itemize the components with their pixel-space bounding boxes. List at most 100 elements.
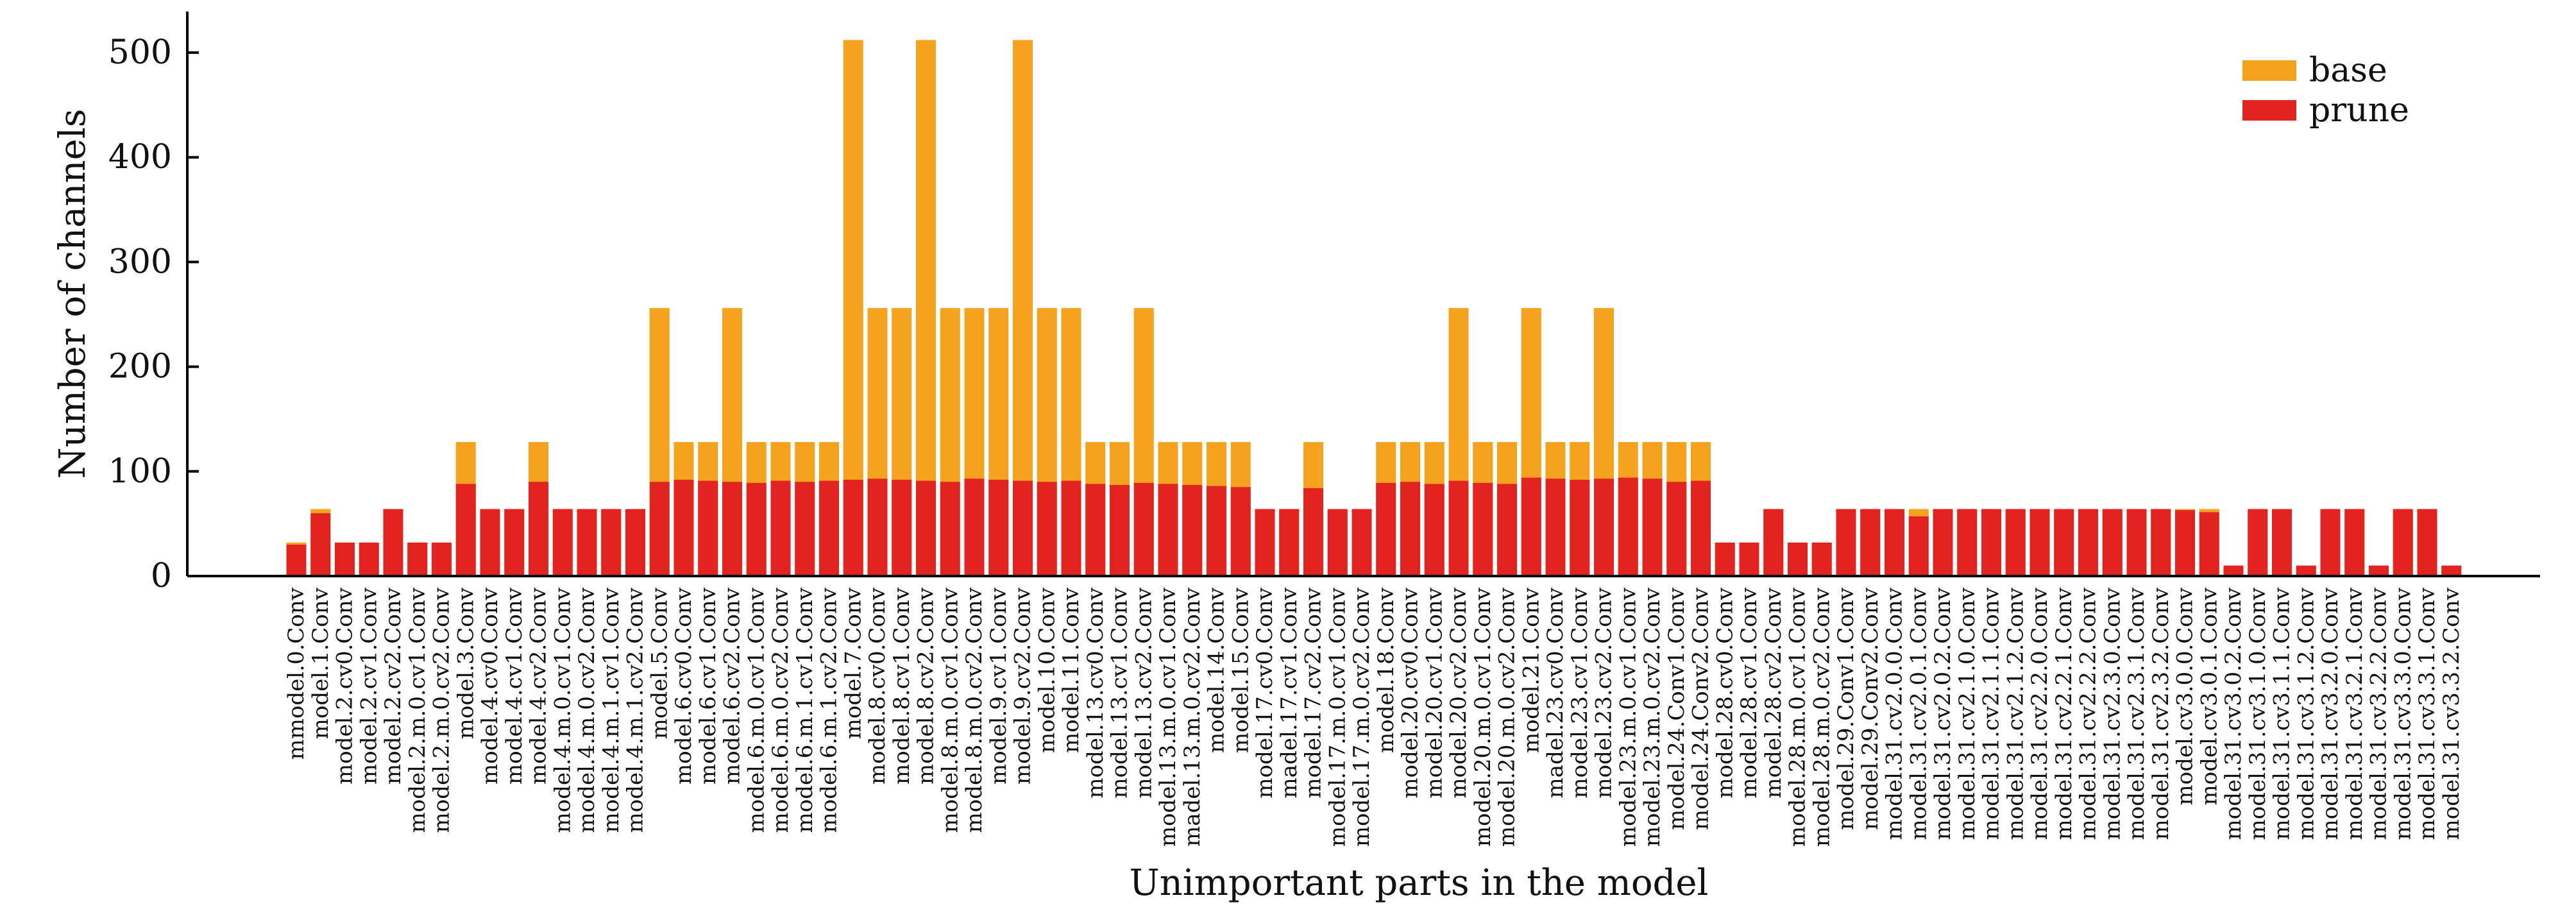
x-tick-label-38: model.14.Conv [1204, 587, 1230, 753]
bar-prune-25 [892, 479, 912, 576]
bar-prune-18 [722, 482, 742, 576]
y-tick-label-1: 100 [108, 452, 172, 491]
bar-prune-34 [1110, 485, 1130, 576]
bar-prune-81 [2248, 509, 2268, 576]
x-tick-label-19: model.6.m.0.cv1.Conv [743, 587, 769, 833]
bar-prune-6 [432, 542, 452, 576]
x-axis-title: Unimportant parts in the model [1130, 862, 1709, 904]
x-tick-label-86: model.31.cv3.2.2.Conv [2366, 587, 2392, 840]
x-tick-label-46: model.20.cv0.Conv [1398, 587, 1423, 798]
x-tick-label-8: model.4.cv0.Conv [477, 587, 503, 785]
x-tick-label-66: model.31.cv2.0.0.Conv [1882, 587, 1908, 840]
bar-prune-21 [795, 482, 815, 576]
bar-prune-45 [1376, 482, 1396, 576]
y-tick-label-4: 400 [108, 138, 172, 176]
bar-prune-38 [1207, 486, 1226, 576]
bar-prune-13 [601, 509, 622, 576]
x-tick-label-33: model.13.cv0.Conv [1083, 587, 1108, 798]
bar-prune-87 [2393, 509, 2413, 576]
bar-prune-78 [2175, 510, 2195, 576]
x-tick-label-49: model.20.m.0.cv1.Conv [1470, 587, 1496, 847]
legend-label-prune: prune [2309, 91, 2409, 130]
x-tick-label-57: model.24.Conv1.Conv [1664, 587, 1690, 830]
x-tick-label-42: model.17.cv2.Conv [1301, 587, 1326, 798]
bar-prune-46 [1400, 482, 1420, 576]
x-tick-label-34: model.13.cv1.Conv [1107, 587, 1133, 798]
x-tick-label-63: model.28.m.0.cv2.Conv [1809, 587, 1835, 847]
x-tick-label-26: model.8.cv2.Conv [913, 587, 939, 785]
x-tick-label-50: model.20.m.0.cv2.Conv [1495, 587, 1520, 847]
bar-prune-11 [552, 509, 573, 576]
bar-prune-69 [1957, 509, 1978, 576]
bar-prune-12 [577, 509, 597, 576]
x-tick-label-9: model.4.cv1.Conv [502, 587, 527, 785]
bar-prune-63 [1811, 542, 1832, 576]
bar-prune-9 [504, 509, 525, 576]
x-tick-label-43: model.17.m.0.cv1.Conv [1325, 587, 1350, 847]
x-tick-label-44: model.17.m.0.cv2.Conv [1349, 587, 1375, 847]
bar-prune-84 [2320, 509, 2341, 576]
x-tick-label-72: model.31.cv2.2.0.Conv [2027, 587, 2053, 840]
bar-prune-47 [1424, 484, 1445, 576]
x-tick-label-1: model.1.Conv [308, 587, 334, 739]
bar-prune-10 [529, 482, 548, 576]
bar-prune-27 [940, 482, 960, 576]
y-tick-label-3: 300 [108, 242, 172, 281]
bar-prune-35 [1133, 482, 1154, 576]
x-tick-label-20: model.6.m.0.cv2.Conv [768, 587, 793, 833]
y-tick-label-2: 200 [108, 348, 172, 386]
bar-prune-26 [916, 480, 936, 576]
bar-prune-40 [1255, 509, 1275, 576]
bar-prune-2 [335, 542, 355, 576]
bar-prune-32 [1061, 480, 1081, 576]
bar-prune-72 [2029, 509, 2050, 576]
bar-prune-57 [1666, 482, 1687, 576]
bar-prune-73 [2054, 509, 2074, 576]
x-tick-label-3: model.2.cv1.Conv [356, 587, 382, 785]
x-tick-label-80: model.31.cv3.0.2.Conv [2221, 587, 2246, 840]
x-tick-label-48: model.20.cv2.Conv [1446, 587, 1471, 798]
bar-prune-61 [1763, 509, 1784, 576]
bar-prune-53 [1570, 479, 1590, 576]
x-tick-label-64: model.29.Conv1.Conv [1833, 587, 1859, 830]
bar-prune-51 [1521, 477, 1541, 576]
bar-prune-60 [1739, 542, 1759, 576]
bar-prune-55 [1618, 477, 1638, 576]
x-tick-label-56: model.23.m.0.cv2.Conv [1640, 587, 1665, 847]
x-axis-tick-labels: mmodel.0.Convmodel.1.Convmodel.2.cv0.Con… [284, 587, 2464, 847]
x-tick-label-74: model.31.cv2.2.2.Conv [2076, 587, 2101, 840]
legend: base prune [2242, 51, 2409, 130]
x-tick-label-35: model.13.cv2.Conv [1131, 587, 1157, 798]
x-tick-label-36: model.13.m.0.cv1.Conv [1155, 587, 1181, 847]
bar-prune-36 [1158, 484, 1178, 576]
bar-prune-52 [1545, 479, 1566, 576]
bar-prune-54 [1594, 479, 1614, 576]
x-tick-label-68: model.31.cv2.0.2.Conv [1930, 587, 1956, 840]
bar-prune-41 [1279, 509, 1300, 576]
bar-prune-4 [383, 509, 403, 576]
y-tick-label-5: 500 [108, 33, 172, 72]
x-tick-label-11: model.4.m.0.cv1.Conv [550, 587, 575, 833]
bar-prune-74 [2078, 509, 2098, 576]
x-tick-label-7: model.3.Conv [453, 587, 479, 739]
x-tick-label-25: model.8.cv1.Conv [889, 587, 915, 785]
bar-prune-8 [480, 509, 500, 576]
bar-prune-75 [2102, 509, 2123, 576]
bar-prune-58 [1691, 480, 1711, 576]
x-tick-label-82: model.31.cv3.1.1.Conv [2269, 587, 2295, 840]
x-tick-label-52: madel.23.cv0.Conv [1543, 587, 1568, 798]
x-tick-label-54: model.23.cv2.Conv [1591, 587, 1617, 798]
x-tick-label-28: model.8.m.0.cv2.Conv [962, 587, 987, 833]
x-tick-label-10: model.4.cv2.Conv [526, 587, 552, 785]
x-tick-label-84: model.31.cv3.2.0.Conv [2318, 587, 2343, 840]
x-tick-label-69: model.31.cv2.1.0.Conv [1954, 587, 1980, 840]
bar-prune-7 [455, 484, 476, 576]
bar-prune-31 [1037, 482, 1057, 576]
x-tick-label-31: model.10.Conv [1034, 587, 1060, 753]
x-tick-label-47: model.20.cv1.Conv [1421, 587, 1447, 798]
x-tick-label-39: model.15.Conv [1228, 587, 1253, 753]
bar-prune-28 [964, 479, 985, 576]
bar-prune-14 [625, 509, 645, 576]
x-tick-label-65: model.29.Conv2.Conv [1858, 587, 1883, 830]
bar-prune-30 [1013, 480, 1033, 576]
